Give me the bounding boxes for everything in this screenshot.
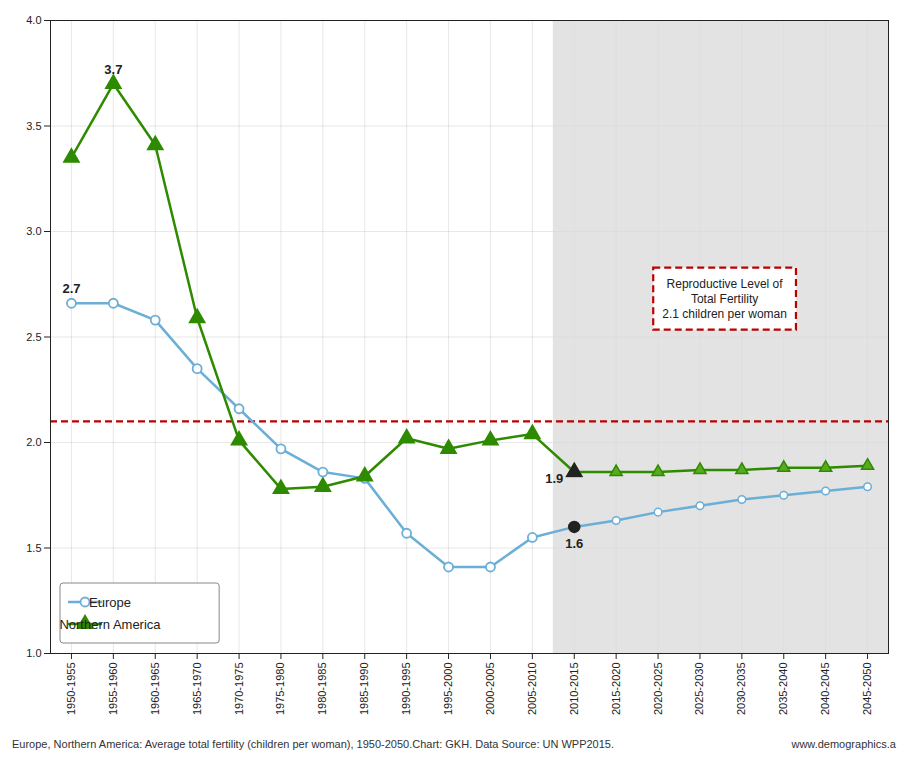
svg-text:2045-2050: 2045-2050 <box>861 663 873 716</box>
svg-text:1950-1955: 1950-1955 <box>65 663 77 716</box>
svg-text:Reproductive Level ofTotal Fer: Reproductive Level ofTotal Fertility2.1 … <box>662 277 787 321</box>
svg-text:1990-1995: 1990-1995 <box>400 663 412 716</box>
html-text:Europe, Northern America: Aver: Europe, Northern America: Average total … <box>12 738 614 750</box>
svg-text:2025-2030: 2025-2030 <box>693 663 705 716</box>
svg-text:1960-1965: 1960-1965 <box>149 663 161 716</box>
svg-text:2005-2010: 2005-2010 <box>526 663 538 716</box>
svg-text:2030-2035: 2030-2035 <box>735 663 747 716</box>
svg-text:1970-1975: 1970-1975 <box>233 663 245 716</box>
svg-text:1980-1985: 1980-1985 <box>316 663 328 716</box>
svg-text:2015-2020: 2015-2020 <box>610 663 622 716</box>
svg-text:3.0: 3.0 <box>26 225 41 237</box>
html-text:www.demographics.a: www.demographics.a <box>791 738 896 750</box>
svg-text:2035-2040: 2035-2040 <box>777 663 789 716</box>
svg-text:1995-2000: 1995-2000 <box>442 663 454 716</box>
svg-text:1955-1960: 1955-1960 <box>107 663 119 716</box>
svg-text:2.5: 2.5 <box>26 331 41 343</box>
svg-text:3.5: 3.5 <box>26 120 41 132</box>
svg-text:2.0: 2.0 <box>26 436 41 448</box>
svg-text:2010-2015: 2010-2015 <box>568 663 580 716</box>
svg-text:1.0: 1.0 <box>26 647 41 659</box>
svg-text:2020-2025: 2020-2025 <box>652 663 664 716</box>
svg-text:1.6: 1.6 <box>565 536 583 551</box>
svg-text:1965-1970: 1965-1970 <box>191 663 203 716</box>
svg-text:1.5: 1.5 <box>26 542 41 554</box>
svg-text:4.0: 4.0 <box>26 14 41 26</box>
svg-text:Northern America: Northern America <box>59 617 161 632</box>
svg-text:1985-1990: 1985-1990 <box>358 663 370 716</box>
svg-text:1975-1980: 1975-1980 <box>274 663 286 716</box>
svg-text:2000-2005: 2000-2005 <box>484 663 496 716</box>
svg-text:1.9: 1.9 <box>545 471 563 486</box>
svg-text:2040-2045: 2040-2045 <box>819 663 831 716</box>
svg-text:3.7: 3.7 <box>104 62 122 77</box>
svg-text:Europe: Europe <box>89 595 131 610</box>
svg-text:2.7: 2.7 <box>62 281 80 296</box>
